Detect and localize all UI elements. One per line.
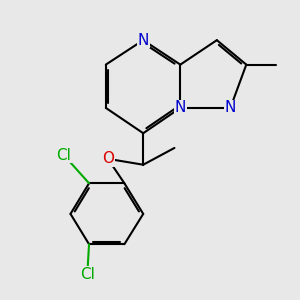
Text: N: N xyxy=(137,33,149,48)
Text: Cl: Cl xyxy=(56,148,71,163)
Text: N: N xyxy=(175,100,186,116)
Text: N: N xyxy=(225,100,236,116)
Text: O: O xyxy=(102,151,114,166)
Text: Cl: Cl xyxy=(80,267,95,282)
